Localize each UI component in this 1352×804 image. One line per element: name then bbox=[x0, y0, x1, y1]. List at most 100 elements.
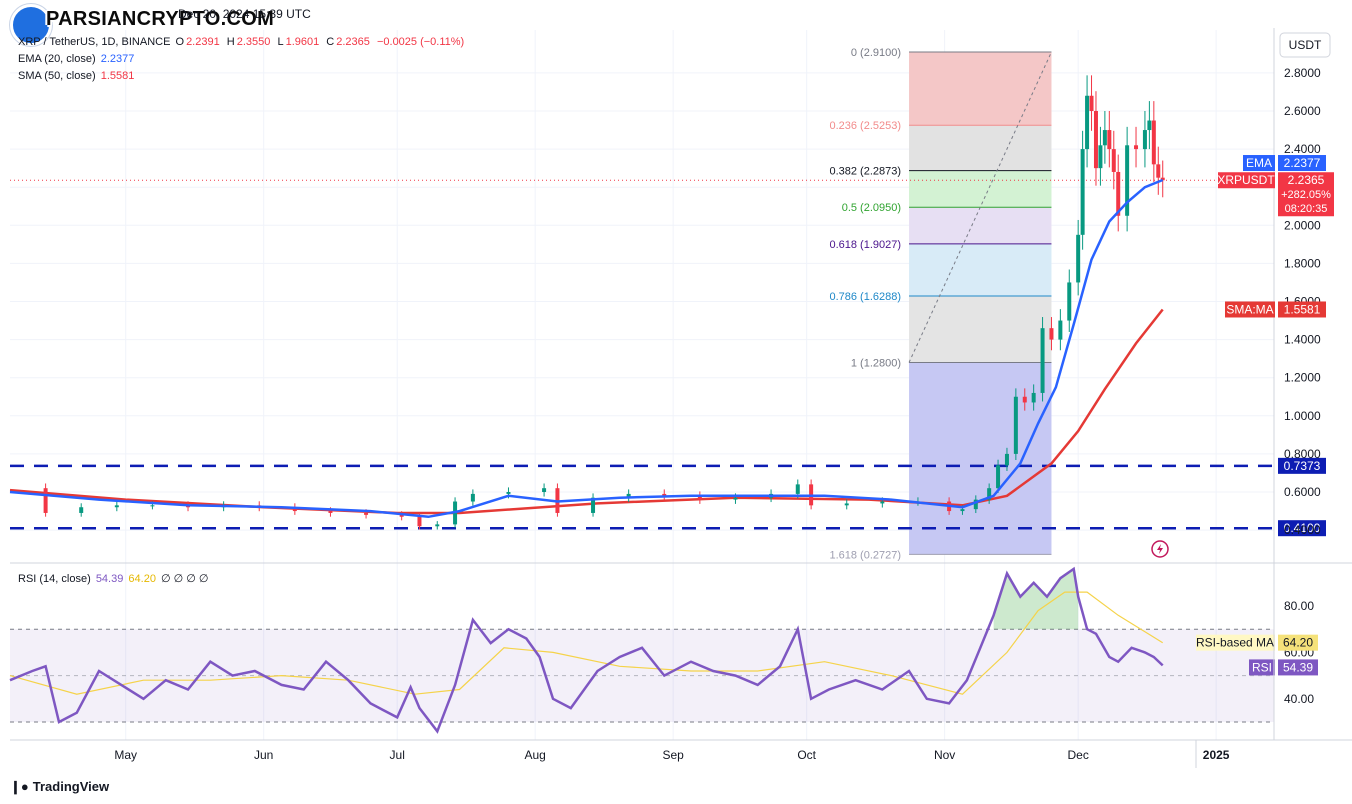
rsi-legend[interactable]: RSI (14, close) 54.39 64.20 ∅ ∅ ∅ ∅ bbox=[18, 572, 211, 585]
rsi-ma-tag-value-bg bbox=[1278, 634, 1318, 651]
fib-zone bbox=[909, 362, 1052, 555]
x-tick-label: Dec bbox=[1067, 748, 1088, 762]
x-tick-label: Aug bbox=[525, 748, 546, 762]
sma-tag-label-bg bbox=[1225, 301, 1275, 318]
fib-zone bbox=[909, 170, 1052, 208]
candle-body bbox=[506, 492, 511, 494]
horizontal-levels[interactable]: 0.7373 0.4100 bbox=[10, 179, 1326, 537]
x-tick-label: Oct bbox=[797, 748, 816, 762]
y-tick-label: 2.0000 bbox=[1284, 218, 1321, 232]
watermark-text: PARSIANCRYPTO.COM bbox=[46, 8, 275, 30]
candle-body bbox=[1089, 95, 1094, 111]
y-tick-label: 2.8000 bbox=[1284, 66, 1321, 80]
price-tags: EMA 2.2377 XRPUSDT 2.2365 +282.05% 08:20:35 SM… bbox=[1217, 155, 1334, 318]
candle-body bbox=[1160, 177, 1165, 181]
rsi-y-tick-label: 80.00 bbox=[1284, 599, 1314, 613]
ohlc-open: O 2.2391 bbox=[175, 36, 220, 48]
candle-body bbox=[626, 493, 631, 498]
ema-legend[interactable]: EMA (20, close) 2.2377 bbox=[18, 53, 136, 65]
candle-body bbox=[1125, 145, 1130, 216]
y-tick-label: 1.8000 bbox=[1284, 256, 1321, 270]
rsi-tag-value: 54.39 bbox=[1283, 660, 1313, 674]
price-change: −0.0025 (−0.11%) bbox=[376, 36, 465, 48]
x-tick-label: 2025 bbox=[1203, 748, 1230, 762]
fib-level-label: 0.786 (1.6288) bbox=[829, 291, 901, 303]
candle-body bbox=[795, 484, 800, 494]
y-tick-label: 1.2000 bbox=[1284, 371, 1321, 385]
x-tick-label: Jun bbox=[254, 748, 273, 762]
symbol-tag-value: 2.2365 bbox=[1288, 173, 1325, 187]
symbol-tag-label-bg bbox=[1218, 172, 1275, 189]
candle-body bbox=[1058, 320, 1063, 340]
y-tick-label: 0.6000 bbox=[1284, 485, 1321, 499]
ema-legend-value: 2.2377 bbox=[100, 53, 135, 65]
candle-body bbox=[1080, 149, 1085, 235]
currency-label: USDT bbox=[1289, 38, 1322, 52]
candle-body bbox=[364, 512, 369, 515]
sma-tag-value: 1.5581 bbox=[1284, 302, 1321, 316]
fib-level-label: 1 (1.2800) bbox=[851, 357, 901, 369]
ema-tag-value: 2.2377 bbox=[1284, 156, 1321, 170]
symbol-tag-change: +282.05% bbox=[1281, 189, 1331, 201]
tradingview-brand: TradingView bbox=[32, 779, 110, 794]
candle-body bbox=[1151, 120, 1156, 165]
rsi-legend-value: 54.39 bbox=[95, 573, 124, 585]
candle-body bbox=[435, 524, 440, 527]
x-tick-label: Sep bbox=[662, 748, 684, 762]
sma-legend-label: SMA (50, close) bbox=[18, 70, 96, 82]
candle-body bbox=[1040, 328, 1045, 393]
fib-trend-line bbox=[908, 51, 1052, 363]
candle-body bbox=[1022, 396, 1027, 403]
symbol-legend[interactable]: XRP / TetherUS, 1D, BINANCE O 2.2391 H 2.3… bbox=[18, 36, 466, 48]
rsi-ma-tag-label-bg bbox=[1196, 634, 1275, 651]
fib-zone bbox=[909, 207, 1052, 244]
candle-body bbox=[399, 514, 404, 517]
candle-body bbox=[470, 493, 475, 502]
rsi-tag-label-bg bbox=[1249, 659, 1275, 676]
rsi-tag-value-bg bbox=[1278, 659, 1318, 676]
rsi-line bbox=[9, 566, 1164, 734]
fib-level-label: 0.382 (2.2873) bbox=[829, 166, 901, 178]
rsi-ma-tag-label: RSI-based MA bbox=[1196, 636, 1274, 650]
fib-zone bbox=[909, 125, 1052, 171]
candle-body bbox=[591, 497, 596, 513]
fib-level-label: 0.236 (2.5253) bbox=[829, 120, 901, 132]
fib-level-label: 0.5 (2.0950) bbox=[842, 202, 901, 214]
sma-legend-value: 1.5581 bbox=[100, 70, 135, 82]
x-tick-label: Jul bbox=[390, 748, 405, 762]
rsi-ma-line bbox=[9, 591, 1164, 695]
candle-body bbox=[1156, 164, 1161, 178]
y-tick-label: 1.4000 bbox=[1284, 333, 1321, 347]
grid bbox=[10, 30, 1274, 740]
candle-body bbox=[1004, 453, 1009, 466]
fib-zone bbox=[909, 51, 1052, 126]
ema-line bbox=[9, 178, 1164, 519]
candle-body bbox=[973, 499, 978, 510]
fibonacci-retracement[interactable]: 0 (2.9100) 0.236 (2.5253) 0.382 (2.2873) 0.… bbox=[829, 47, 1052, 561]
x-tick-label: May bbox=[114, 748, 137, 762]
level-price-tag bbox=[1278, 520, 1326, 537]
y-tick-label: 2.4000 bbox=[1284, 142, 1321, 156]
candle-body bbox=[1085, 95, 1090, 150]
candle-body bbox=[79, 507, 84, 513]
candle-body bbox=[1107, 130, 1112, 150]
candle-body bbox=[733, 497, 738, 500]
rsi-legend-label: RSI (14, close) bbox=[18, 573, 91, 585]
alert-icon[interactable] bbox=[1151, 540, 1169, 558]
ema-legend-label: EMA (20, close) bbox=[18, 53, 96, 65]
candle-body bbox=[43, 488, 48, 513]
fib-zone bbox=[909, 296, 1052, 363]
level-price-tag bbox=[1278, 457, 1326, 474]
rsi-legend-extra: ∅ ∅ ∅ ∅ bbox=[161, 573, 209, 585]
candle-body bbox=[844, 503, 849, 506]
candle-body bbox=[1102, 130, 1107, 146]
candle-body bbox=[662, 493, 667, 496]
y-tick-label: 0.4000 bbox=[1284, 523, 1321, 537]
tradingview-footer[interactable]: ❙● TradingView bbox=[10, 779, 109, 795]
fib-zone bbox=[909, 243, 1052, 297]
sma-legend[interactable]: SMA (50, close) 1.5581 bbox=[18, 70, 136, 82]
candle-body bbox=[1147, 120, 1152, 131]
candle-body bbox=[1098, 145, 1103, 169]
